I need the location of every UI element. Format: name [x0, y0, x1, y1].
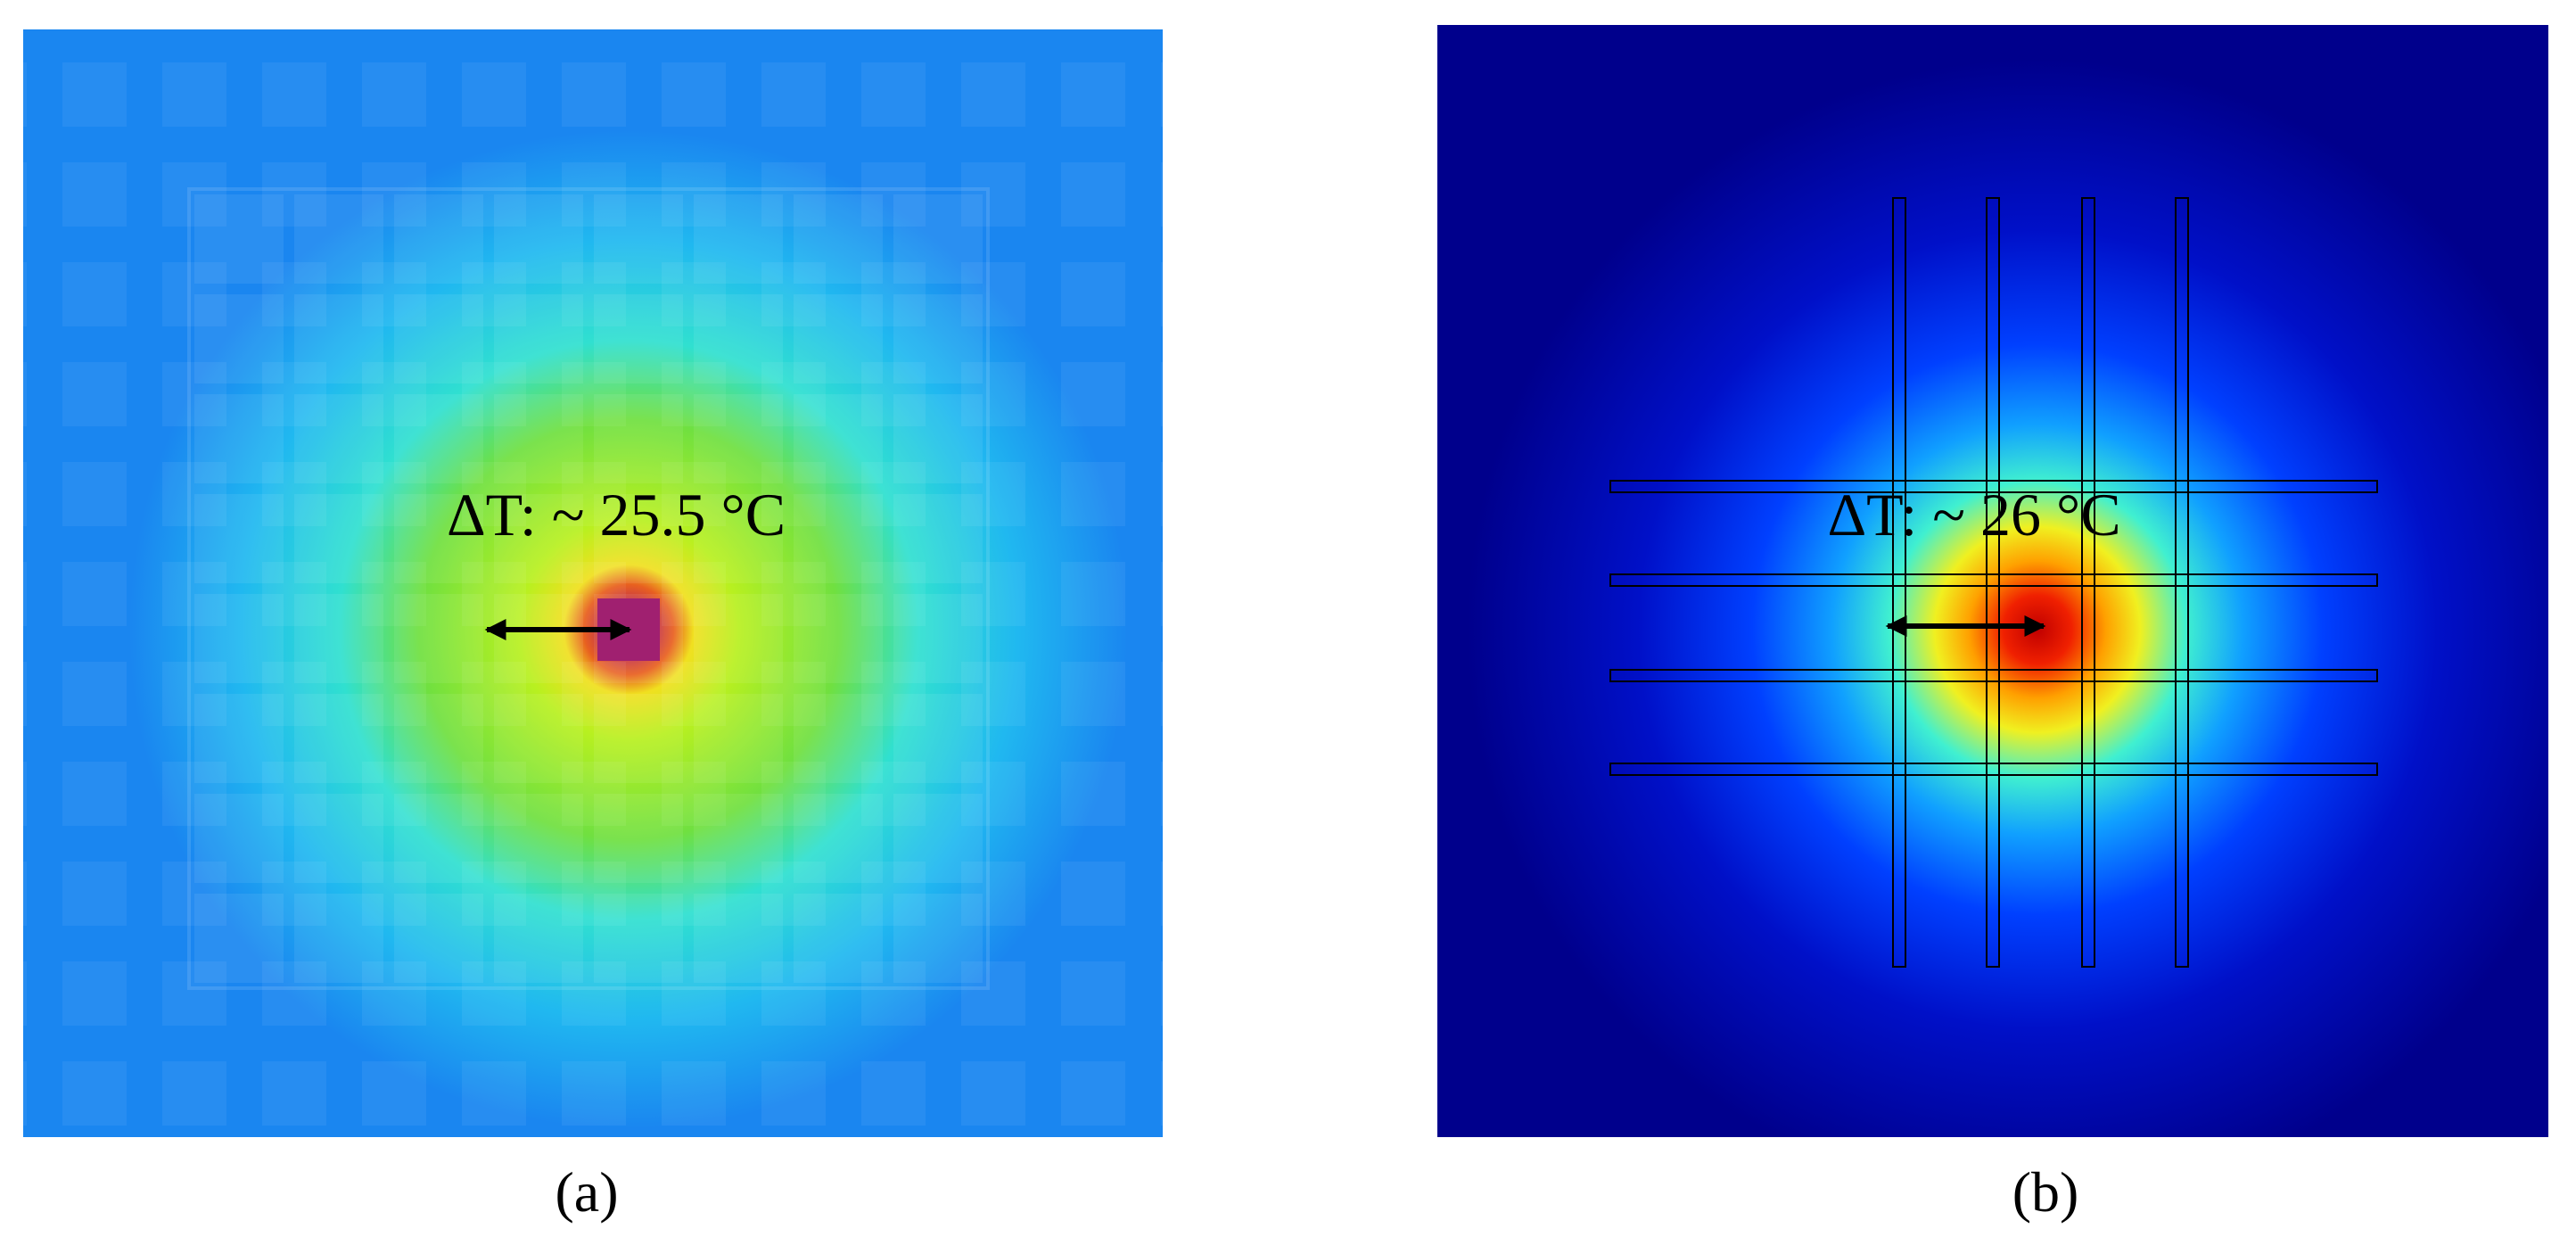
panel-b: ΔT: ~ 26 °C (b) — [1437, 25, 2548, 1224]
cell-grid — [187, 187, 990, 990]
horizontal-line — [1609, 573, 2378, 587]
vertical-line — [2175, 197, 2189, 968]
heat-spot — [1437, 25, 2548, 1137]
vertical-line — [1986, 197, 2000, 968]
horizontal-line — [1609, 763, 2378, 776]
caption: (b) — [2012, 1160, 2079, 1224]
annotation: ΔT: ~ 25.5 °C — [447, 481, 786, 548]
horizontal-line — [1609, 480, 2378, 493]
panel-a: ΔT: ~ 25.5 °C (a) — [23, 29, 1163, 1224]
annotation: ΔT: ~ 26 °C — [1827, 481, 2120, 548]
caption: (a) — [555, 1160, 618, 1224]
horizontal-line — [1609, 669, 2378, 682]
vertical-line — [1892, 197, 1906, 968]
vertical-line — [2081, 197, 2095, 968]
heater-lines — [1609, 197, 2378, 968]
